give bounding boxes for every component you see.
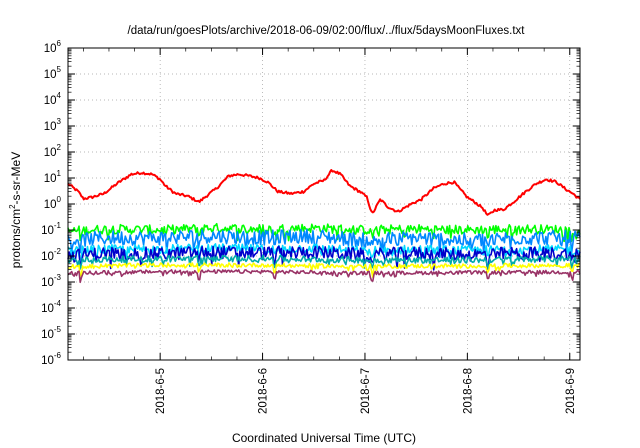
x-tick-labels: 2018-6-5 2018-6-6 2018-6-7 2018-6-8 2018-6-9	[155, 368, 577, 414]
series-line-3	[67, 228, 581, 259]
y-tick-base: 10	[44, 173, 57, 185]
y-tick-base: 10	[41, 251, 54, 263]
y-tick-label: 100	[44, 195, 62, 211]
x-axis-label: Coordinated Universal Time (UTC)	[232, 431, 416, 445]
x-tick-label: 2018-6-8	[462, 368, 474, 414]
axis-ticks	[68, 47, 580, 361]
y-tick-base: 10	[44, 147, 57, 159]
y-tick-label: 10-2	[41, 247, 61, 263]
y-tick-exponent: 2	[57, 143, 62, 152]
y-tick-exponent: 5	[57, 65, 62, 74]
y-tick-base: 10	[41, 225, 54, 237]
y-tick-label: 10-5	[41, 325, 61, 341]
series-line-6	[67, 254, 581, 270]
y-tick-label: 105	[44, 65, 62, 81]
grid-lines	[68, 48, 580, 360]
series-line-7	[67, 262, 581, 278]
y-tick-base: 10	[44, 95, 57, 107]
y-tick-exponent: 0	[57, 195, 62, 204]
y-tick-label: 106	[44, 39, 62, 55]
series-group	[67, 169, 581, 284]
y-tick-base: 10	[44, 121, 57, 133]
x-tick-label: 2018-6-5	[155, 368, 167, 414]
y-axis-label: protons/cm2-s-sr-MeV	[8, 152, 23, 268]
series-line-5	[67, 245, 581, 271]
x-tick-label: 2018-6-9	[565, 368, 577, 414]
series-line-8	[67, 269, 581, 284]
y-tick-base: 10	[41, 303, 54, 315]
x-tick-label: 2018-6-7	[360, 368, 372, 414]
y-tick-label: 101	[44, 169, 62, 185]
y-tick-labels: 10-610-510-410-310-210-11001011021031041…	[41, 39, 61, 367]
y-tick-exponent: 3	[57, 117, 62, 126]
y-tick-label: 10-4	[41, 299, 61, 315]
y-tick-exponent: -5	[54, 325, 62, 334]
y-tick-exponent: -6	[54, 351, 62, 360]
y-tick-label: 10-3	[41, 273, 61, 289]
y-tick-base: 10	[41, 329, 54, 341]
y-tick-label: 102	[44, 143, 62, 159]
y-tick-base: 10	[41, 277, 54, 289]
x-tick-label: 2018-6-6	[258, 368, 270, 414]
y-tick-label: 104	[44, 91, 62, 107]
chart-title: /data/run/goesPlots/archive/2018-06-09/0…	[128, 25, 526, 37]
y-tick-exponent: -4	[54, 299, 62, 308]
y-tick-base: 10	[44, 43, 57, 55]
y-tick-base: 10	[44, 199, 57, 211]
y-tick-label: 10-1	[41, 221, 61, 237]
y-tick-exponent: -3	[54, 273, 62, 282]
y-tick-exponent: 1	[57, 169, 62, 178]
series-line-1	[67, 169, 581, 216]
series-line-2	[67, 222, 581, 243]
y-tick-base: 10	[41, 355, 54, 367]
y-axis-label-prefix: protons/cm	[9, 209, 23, 268]
y-axis-label-sup: 2	[8, 204, 17, 209]
y-tick-label: 10-6	[41, 351, 61, 367]
y-tick-base: 10	[44, 69, 57, 81]
y-tick-exponent: 6	[57, 39, 62, 48]
y-tick-exponent: -1	[54, 221, 62, 230]
y-axis-label-suffix: -s-sr-MeV	[9, 152, 23, 205]
y-tick-exponent: 4	[57, 91, 62, 100]
y-tick-exponent: -2	[54, 247, 62, 256]
y-tick-label: 103	[44, 117, 62, 133]
